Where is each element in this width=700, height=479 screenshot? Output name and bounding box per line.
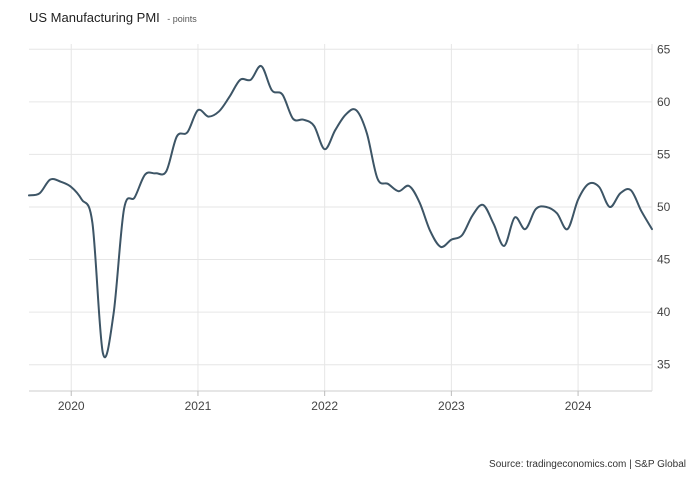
data-point-2021-09 bbox=[281, 93, 283, 95]
data-point-2019-12 bbox=[60, 181, 62, 183]
data-point-2022-06 bbox=[376, 177, 378, 179]
data-point-2020-05 bbox=[112, 313, 114, 315]
y-tick-label-50: 50 bbox=[657, 200, 671, 214]
data-point-2020-11 bbox=[176, 135, 178, 137]
source-credit: Source: tradingeconomics.com | S&P Globa… bbox=[489, 459, 686, 470]
data-point-2023-07 bbox=[514, 216, 516, 218]
data-point-2024-01 bbox=[577, 198, 579, 200]
data-point-2020-08 bbox=[144, 173, 146, 175]
data-point-2024-07 bbox=[640, 210, 642, 212]
data-point-2023-11 bbox=[556, 212, 558, 214]
data-point-2020-10 bbox=[165, 170, 167, 172]
x-axis-ticks: 2020 2021 2022 2023 2024 bbox=[58, 391, 592, 413]
data-point-2023-12 bbox=[566, 228, 568, 230]
chart-subtitle: - points bbox=[167, 14, 197, 24]
x-tick-label-2024: 2024 bbox=[565, 399, 592, 413]
data-point-2020-12 bbox=[186, 131, 188, 133]
y-tick-label-60: 60 bbox=[657, 95, 671, 109]
series-line-pmi bbox=[28, 65, 653, 359]
data-point-2022-09 bbox=[408, 185, 410, 187]
data-point-2024-05 bbox=[619, 192, 621, 194]
data-point-2021-07 bbox=[260, 65, 262, 67]
data-point-2024-08 bbox=[651, 228, 653, 230]
y-axis-ticks: 35 40 45 50 55 60 65 bbox=[657, 42, 671, 371]
grid-lines bbox=[29, 44, 653, 392]
data-point-2023-03 bbox=[471, 214, 473, 216]
y-tick-label-40: 40 bbox=[657, 305, 671, 319]
data-point-2023-10 bbox=[545, 206, 547, 208]
data-point-2022-12 bbox=[440, 246, 442, 248]
data-point-2021-01 bbox=[197, 109, 199, 111]
y-tick-label-55: 55 bbox=[657, 147, 671, 161]
data-point-2023-08 bbox=[524, 228, 526, 230]
data-point-2022-05 bbox=[366, 132, 368, 134]
data-point-2020-04 bbox=[102, 352, 104, 354]
x-tick-label-2020: 2020 bbox=[58, 399, 85, 413]
data-point-2021-03 bbox=[218, 110, 220, 112]
data-point-2020-02 bbox=[81, 198, 83, 200]
data-point-2020-01 bbox=[70, 186, 72, 188]
data-point-2020-07 bbox=[133, 196, 135, 198]
x-tick-label-2022: 2022 bbox=[311, 399, 338, 413]
data-point-2021-08 bbox=[271, 89, 273, 91]
data-point-2022-04 bbox=[355, 109, 357, 111]
data-point-2019-10 bbox=[38, 192, 40, 194]
data-point-2021-02 bbox=[207, 115, 209, 117]
data-point-2019-09 bbox=[28, 194, 30, 196]
data-point-2021-11 bbox=[302, 119, 304, 121]
data-point-2022-02 bbox=[334, 129, 336, 131]
data-point-2021-10 bbox=[292, 118, 294, 120]
data-point-2022-10 bbox=[419, 202, 421, 204]
x-tick-label-2021: 2021 bbox=[185, 399, 212, 413]
data-point-2021-12 bbox=[313, 125, 315, 127]
y-tick-label-35: 35 bbox=[657, 358, 671, 372]
data-point-2023-04 bbox=[482, 204, 484, 206]
data-point-2021-04 bbox=[228, 95, 230, 97]
chart-title: US Manufacturing PMI bbox=[29, 10, 160, 25]
data-point-2020-06 bbox=[123, 208, 125, 210]
data-point-2022-01 bbox=[324, 148, 326, 150]
y-tick-label-45: 45 bbox=[657, 253, 671, 267]
data-point-2023-06 bbox=[503, 245, 505, 247]
data-point-2023-05 bbox=[492, 223, 494, 225]
data-point-2020-03 bbox=[91, 222, 93, 224]
y-tick-label-65: 65 bbox=[657, 42, 671, 56]
data-point-2022-03 bbox=[345, 113, 347, 115]
data-point-2021-06 bbox=[250, 79, 252, 81]
data-point-2024-02 bbox=[587, 183, 589, 185]
chart-title-wrap: US Manufacturing PMI - points bbox=[29, 9, 197, 27]
data-point-2022-11 bbox=[429, 230, 431, 232]
x-tick-label-2023: 2023 bbox=[438, 399, 465, 413]
data-point-2024-06 bbox=[630, 189, 632, 191]
data-point-2020-09 bbox=[155, 172, 157, 174]
data-point-2022-08 bbox=[397, 190, 399, 192]
data-point-2021-05 bbox=[239, 79, 241, 81]
data-point-2023-09 bbox=[535, 208, 537, 210]
data-point-2022-07 bbox=[387, 183, 389, 185]
data-point-2024-04 bbox=[609, 206, 611, 208]
data-point-2023-01 bbox=[450, 238, 452, 240]
data-point-2023-02 bbox=[461, 234, 463, 236]
data-point-2019-11 bbox=[49, 178, 51, 180]
series-points bbox=[28, 65, 653, 354]
data-point-2024-03 bbox=[598, 186, 600, 188]
